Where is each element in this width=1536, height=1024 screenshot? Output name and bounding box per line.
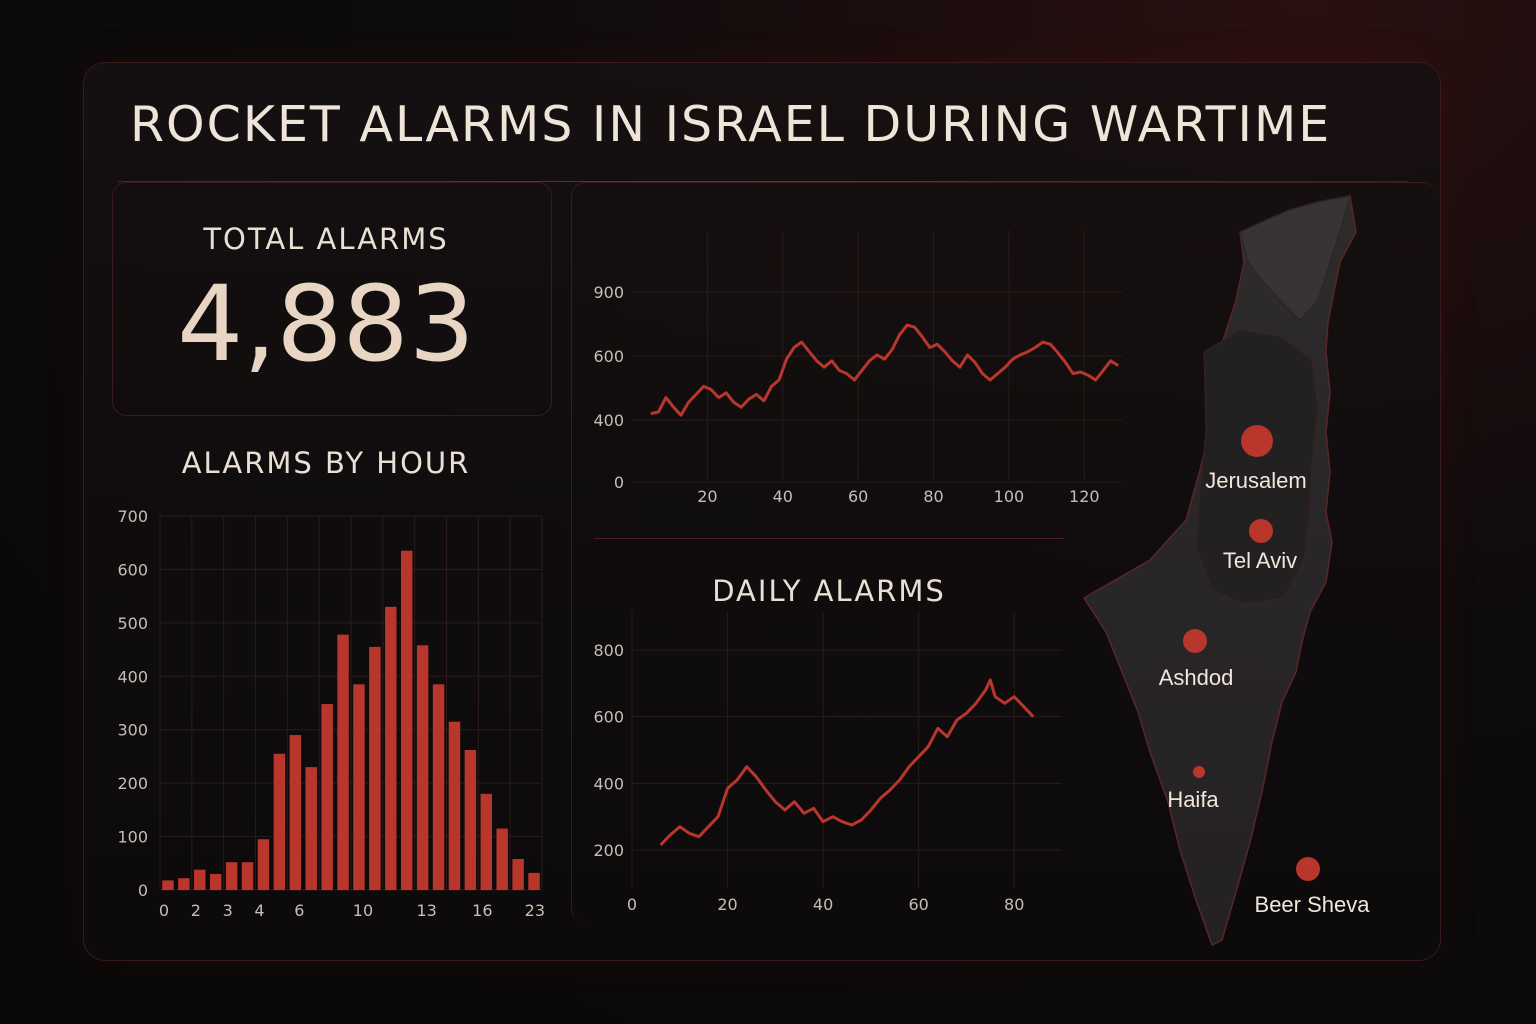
- city-marker: [1249, 519, 1273, 543]
- hourly-x-tick: 0: [159, 901, 169, 920]
- hour-bar: [194, 869, 206, 890]
- hourly-x-tick: 16: [472, 901, 492, 920]
- hourly-x-tick: 6: [294, 901, 304, 920]
- hour-bar: [432, 684, 445, 890]
- city-label: Haifa: [1167, 787, 1219, 812]
- top-x-tick: 20: [697, 487, 717, 506]
- hour-bar: [257, 839, 270, 890]
- daily-y-tick: 800: [593, 641, 624, 660]
- daily-series-line: [659, 678, 1035, 847]
- top-x-tick: 120: [1069, 487, 1100, 506]
- daily-x-tick: 40: [813, 895, 833, 914]
- top-y-tick: 600: [593, 347, 624, 366]
- top-y-tick: 0: [614, 473, 624, 492]
- city-marker: [1241, 425, 1273, 457]
- city-marker: [1183, 629, 1207, 653]
- daily-x-tick: 80: [1004, 895, 1024, 914]
- hourly-x-tick: 2: [191, 901, 201, 920]
- golan-region: [1239, 195, 1351, 321]
- hour-bar: [385, 606, 397, 890]
- hour-bar: [209, 873, 222, 890]
- chart-divider: [594, 538, 1064, 539]
- hourly-y-tick: 300: [117, 721, 148, 740]
- hour-bar: [273, 753, 286, 890]
- line-charts-card: [571, 182, 1437, 922]
- hour-bar: [337, 634, 349, 890]
- hour-bar: [241, 862, 254, 890]
- hourly-y-tick: 600: [117, 560, 148, 579]
- top-x-tick: 60: [848, 487, 868, 506]
- hourly-chart-title: ALARMS BY HOUR: [181, 446, 471, 480]
- hour-bar: [369, 646, 381, 890]
- hour-bar: [512, 859, 524, 890]
- hourly-x-tick: 3: [223, 901, 233, 920]
- daily-y-tick: 600: [593, 708, 624, 727]
- daily-x-tick: 0: [627, 895, 637, 914]
- hour-bar: [289, 735, 302, 890]
- west-bank-region: [1195, 329, 1319, 605]
- hour-bar: [528, 872, 540, 890]
- hour-bar: [178, 878, 190, 890]
- total-alarms-value: 4,883: [177, 263, 475, 385]
- hour-bar: [305, 767, 317, 890]
- hourly-y-tick: 0: [138, 881, 148, 900]
- city-marker: [1296, 857, 1320, 881]
- top-x-tick: 100: [994, 487, 1025, 506]
- daily-x-tick: 20: [717, 895, 737, 914]
- daily-y-tick: 200: [593, 841, 624, 860]
- hour-bar: [162, 880, 174, 890]
- city-label: Beer Sheva: [1255, 892, 1371, 917]
- hour-bar: [225, 862, 238, 890]
- city-label: Tel Aviv: [1223, 548, 1297, 573]
- daily-x-tick: 60: [908, 895, 928, 914]
- city-label: Ashdod: [1159, 665, 1234, 690]
- top-x-tick: 80: [923, 487, 943, 506]
- city-marker: [1193, 766, 1205, 778]
- city-label: Jerusalem: [1205, 468, 1306, 493]
- total-alarms-label: TOTAL ALARMS: [203, 222, 449, 256]
- hour-bar: [496, 828, 508, 890]
- hourly-x-tick: 13: [416, 901, 436, 920]
- top-series-line: [650, 323, 1120, 417]
- hour-bar: [400, 550, 413, 890]
- hourly-y-tick: 400: [117, 667, 148, 686]
- hourly-y-tick: 700: [117, 507, 148, 526]
- total-alarms-card: [112, 182, 552, 416]
- hourly-x-tick: 23: [525, 901, 545, 920]
- hour-bar: [321, 704, 333, 890]
- top-x-tick: 40: [773, 487, 793, 506]
- hourly-x-tick: 4: [254, 901, 264, 920]
- hour-bar: [353, 684, 365, 890]
- hour-bar: [480, 793, 493, 890]
- hourly-y-tick: 100: [117, 828, 148, 847]
- title-divider: [118, 181, 1408, 182]
- hour-bar: [416, 645, 429, 890]
- hourly-y-tick: 500: [117, 614, 148, 633]
- top-y-tick: 400: [593, 411, 624, 430]
- daily-y-tick: 400: [593, 774, 624, 793]
- hourly-y-tick: 200: [117, 774, 148, 793]
- daily-chart-title: DAILY ALARMS: [712, 574, 946, 608]
- hour-bar: [448, 721, 461, 890]
- page-title: ROCKET ALARMS IN ISRAEL DURING WARTIME: [130, 96, 1332, 153]
- hourly-x-tick: 10: [353, 901, 373, 920]
- hour-bar: [464, 750, 477, 890]
- top-y-tick: 900: [593, 283, 624, 302]
